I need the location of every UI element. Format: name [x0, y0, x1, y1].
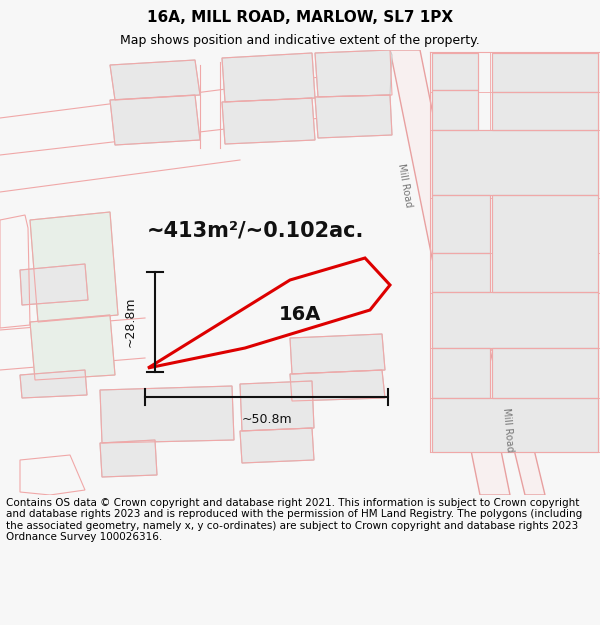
Text: Map shows position and indicative extent of the property.: Map shows position and indicative extent… [120, 34, 480, 47]
Text: 16A, MILL ROAD, MARLOW, SL7 1PX: 16A, MILL ROAD, MARLOW, SL7 1PX [147, 10, 453, 25]
Polygon shape [290, 370, 385, 401]
Text: Mill Road: Mill Road [501, 408, 515, 452]
Text: 16A: 16A [279, 306, 321, 324]
Polygon shape [240, 381, 314, 431]
Polygon shape [432, 348, 490, 398]
Polygon shape [492, 92, 598, 130]
Text: ~28.8m: ~28.8m [124, 297, 137, 348]
Polygon shape [290, 334, 385, 374]
Polygon shape [222, 98, 315, 144]
Polygon shape [432, 130, 598, 195]
Polygon shape [492, 53, 598, 92]
Polygon shape [20, 370, 87, 398]
Text: Contains OS data © Crown copyright and database right 2021. This information is : Contains OS data © Crown copyright and d… [6, 498, 582, 542]
Polygon shape [432, 292, 598, 348]
Polygon shape [390, 50, 510, 495]
Polygon shape [432, 195, 490, 253]
Text: ~413m²/~0.102ac.: ~413m²/~0.102ac. [146, 220, 364, 240]
Polygon shape [100, 440, 157, 477]
Polygon shape [432, 253, 490, 292]
Polygon shape [240, 428, 314, 463]
Polygon shape [432, 53, 478, 90]
Polygon shape [490, 350, 545, 495]
Polygon shape [110, 60, 200, 100]
Polygon shape [100, 386, 234, 443]
Polygon shape [315, 50, 392, 97]
Polygon shape [315, 95, 392, 138]
Polygon shape [432, 398, 598, 452]
Polygon shape [20, 264, 88, 305]
Polygon shape [222, 53, 315, 102]
Text: Mill Road: Mill Road [396, 162, 414, 208]
Polygon shape [492, 195, 598, 292]
Polygon shape [110, 95, 200, 145]
Polygon shape [30, 212, 118, 322]
Polygon shape [492, 348, 598, 398]
Polygon shape [30, 315, 115, 380]
Polygon shape [432, 90, 478, 130]
Text: ~50.8m: ~50.8m [241, 413, 292, 426]
